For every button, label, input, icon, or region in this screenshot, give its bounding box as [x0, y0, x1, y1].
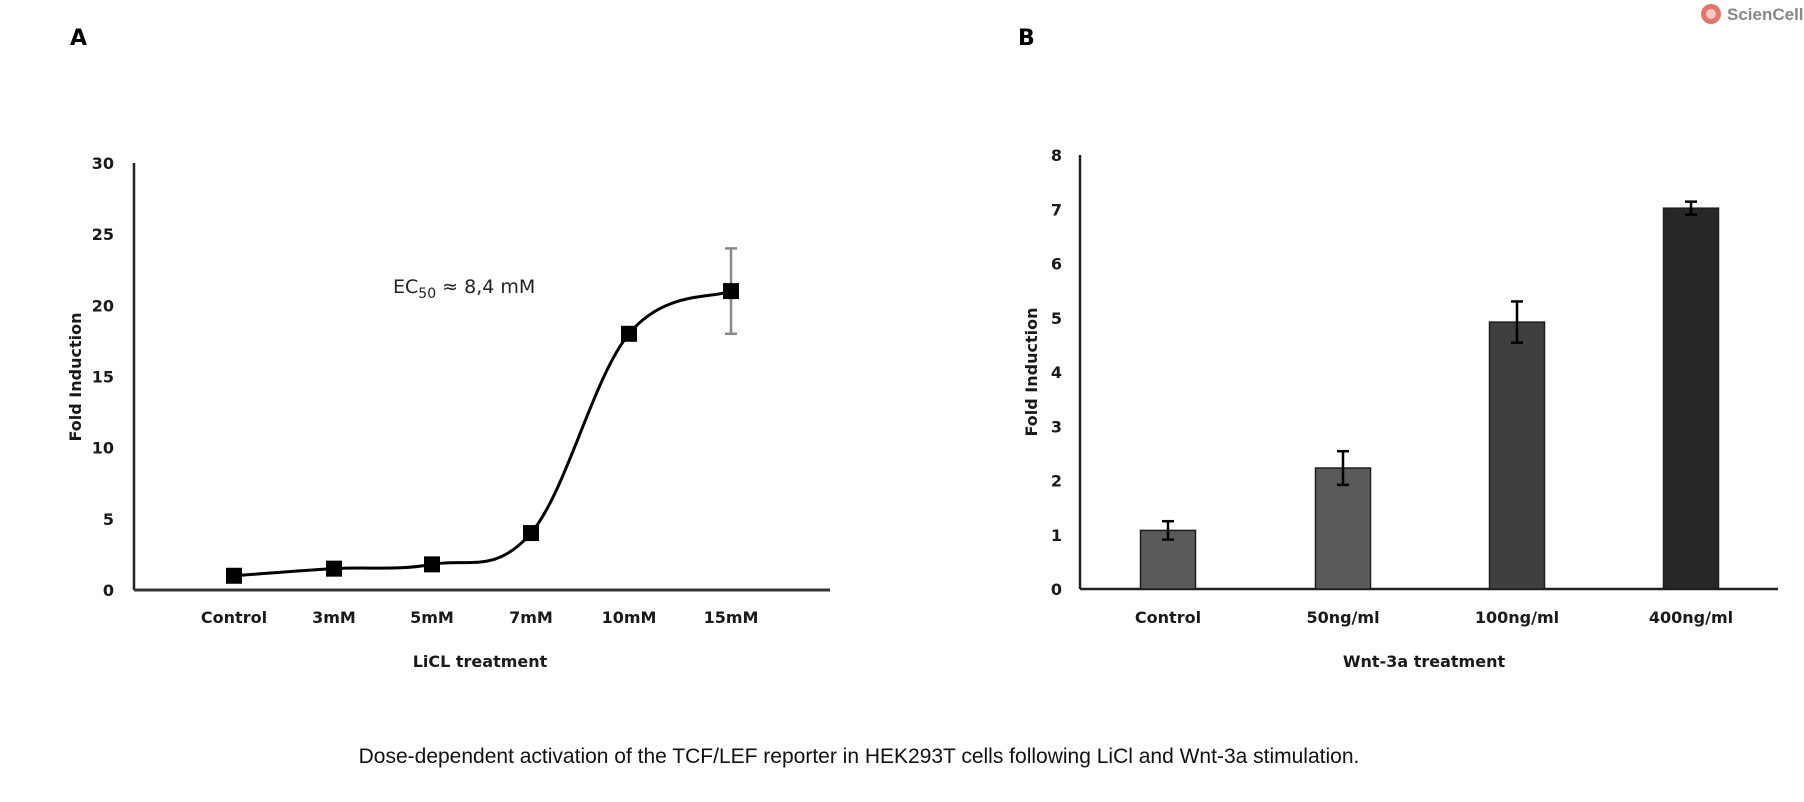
chart-a-y-tick-label: 25 [92, 225, 114, 244]
chart-a-data-point [523, 525, 539, 542]
figure-caption: Dose-dependent activation of the TCF/LEF… [359, 745, 1360, 768]
chart-b-bar [1314, 467, 1372, 590]
chart-a-y-tick-label: 30 [92, 154, 114, 173]
panel-label-b: B [1018, 26, 1035, 51]
ec50-subscript: 50 [418, 286, 436, 302]
chart-b-y-tick-label: 5 [1051, 309, 1062, 328]
chart-b-y-tick-label: 4 [1051, 363, 1062, 382]
chart-a: 0 5 10 15 20 25 30 Control 3mM 5mM 7mM 10mM 15mM EC… [66, 154, 830, 671]
chart-a-y-tick-label: 0 [103, 581, 114, 600]
chart-a-ec50-annotation: EC50 ≈ 8,4 mM [393, 276, 535, 302]
chart-b-bar [1662, 207, 1720, 590]
chart-a-x-tick-label: 15mM [704, 608, 759, 627]
chart-a-x-tick-label: 3mM [312, 608, 356, 627]
chart-a-x-tick-label: 7mM [509, 608, 553, 627]
chart-b: 0 1 2 3 4 5 6 7 8 Control 50ng/ml 100ng/ml 400ng/ml… [1022, 146, 1778, 671]
chart-b-y-tick-label: 7 [1051, 200, 1062, 219]
chart-a-data-point [226, 567, 242, 584]
ec50-prefix: EC [393, 276, 418, 298]
chart-a-y-title: Fold Induction [66, 313, 85, 442]
chart-b-y-tick-label: 2 [1051, 472, 1062, 491]
chart-b-y-tick-label: 3 [1051, 417, 1062, 436]
chart-a-data-point [326, 560, 342, 577]
chart-a-x-tick-label: Control [201, 608, 267, 627]
chart-a-data-point [723, 283, 739, 300]
chart-a-data-point [621, 325, 637, 342]
chart-a-x-tick-label: 10mM [602, 608, 657, 627]
chart-a-data-point [424, 556, 440, 573]
logo-text: ScienCell [1727, 5, 1804, 24]
chart-a-x-title: LiCL treatment [413, 652, 548, 671]
chart-a-x-tick-label: 5mM [410, 608, 454, 627]
chart-a-y-tick-label: 10 [92, 439, 114, 458]
chart-b-y-tick-label: 8 [1051, 146, 1062, 165]
chart-b-x-title: Wnt-3a treatment [1343, 652, 1506, 671]
ec50-suffix: ≈ 8,4 mM [436, 276, 535, 298]
panel-label-a: A [70, 26, 87, 51]
chart-a-y-tick-label: 15 [92, 368, 114, 387]
chart-b-x-tick-label: 100ng/ml [1475, 608, 1559, 627]
chart-a-curve [233, 289, 732, 578]
chart-b-x-tick-label: 50ng/ml [1306, 608, 1379, 627]
chart-b-y-tick-label: 6 [1051, 255, 1062, 274]
logo-cell-icon [1706, 9, 1716, 19]
chart-b-y-tick-label: 1 [1051, 526, 1062, 545]
chart-b-x-tick-label: 400ng/ml [1649, 608, 1733, 627]
chart-b-y-tick-label: 0 [1051, 580, 1062, 599]
chart-a-y-tick-label: 5 [103, 510, 114, 529]
chart-b-bar [1488, 321, 1546, 590]
chart-b-x-tick-label: Control [1135, 608, 1201, 627]
sciencell-logo: ScienCell [1701, 4, 1804, 24]
chart-a-y-tick-label: 20 [92, 296, 114, 315]
chart-b-y-title: Fold Induction [1022, 308, 1041, 437]
